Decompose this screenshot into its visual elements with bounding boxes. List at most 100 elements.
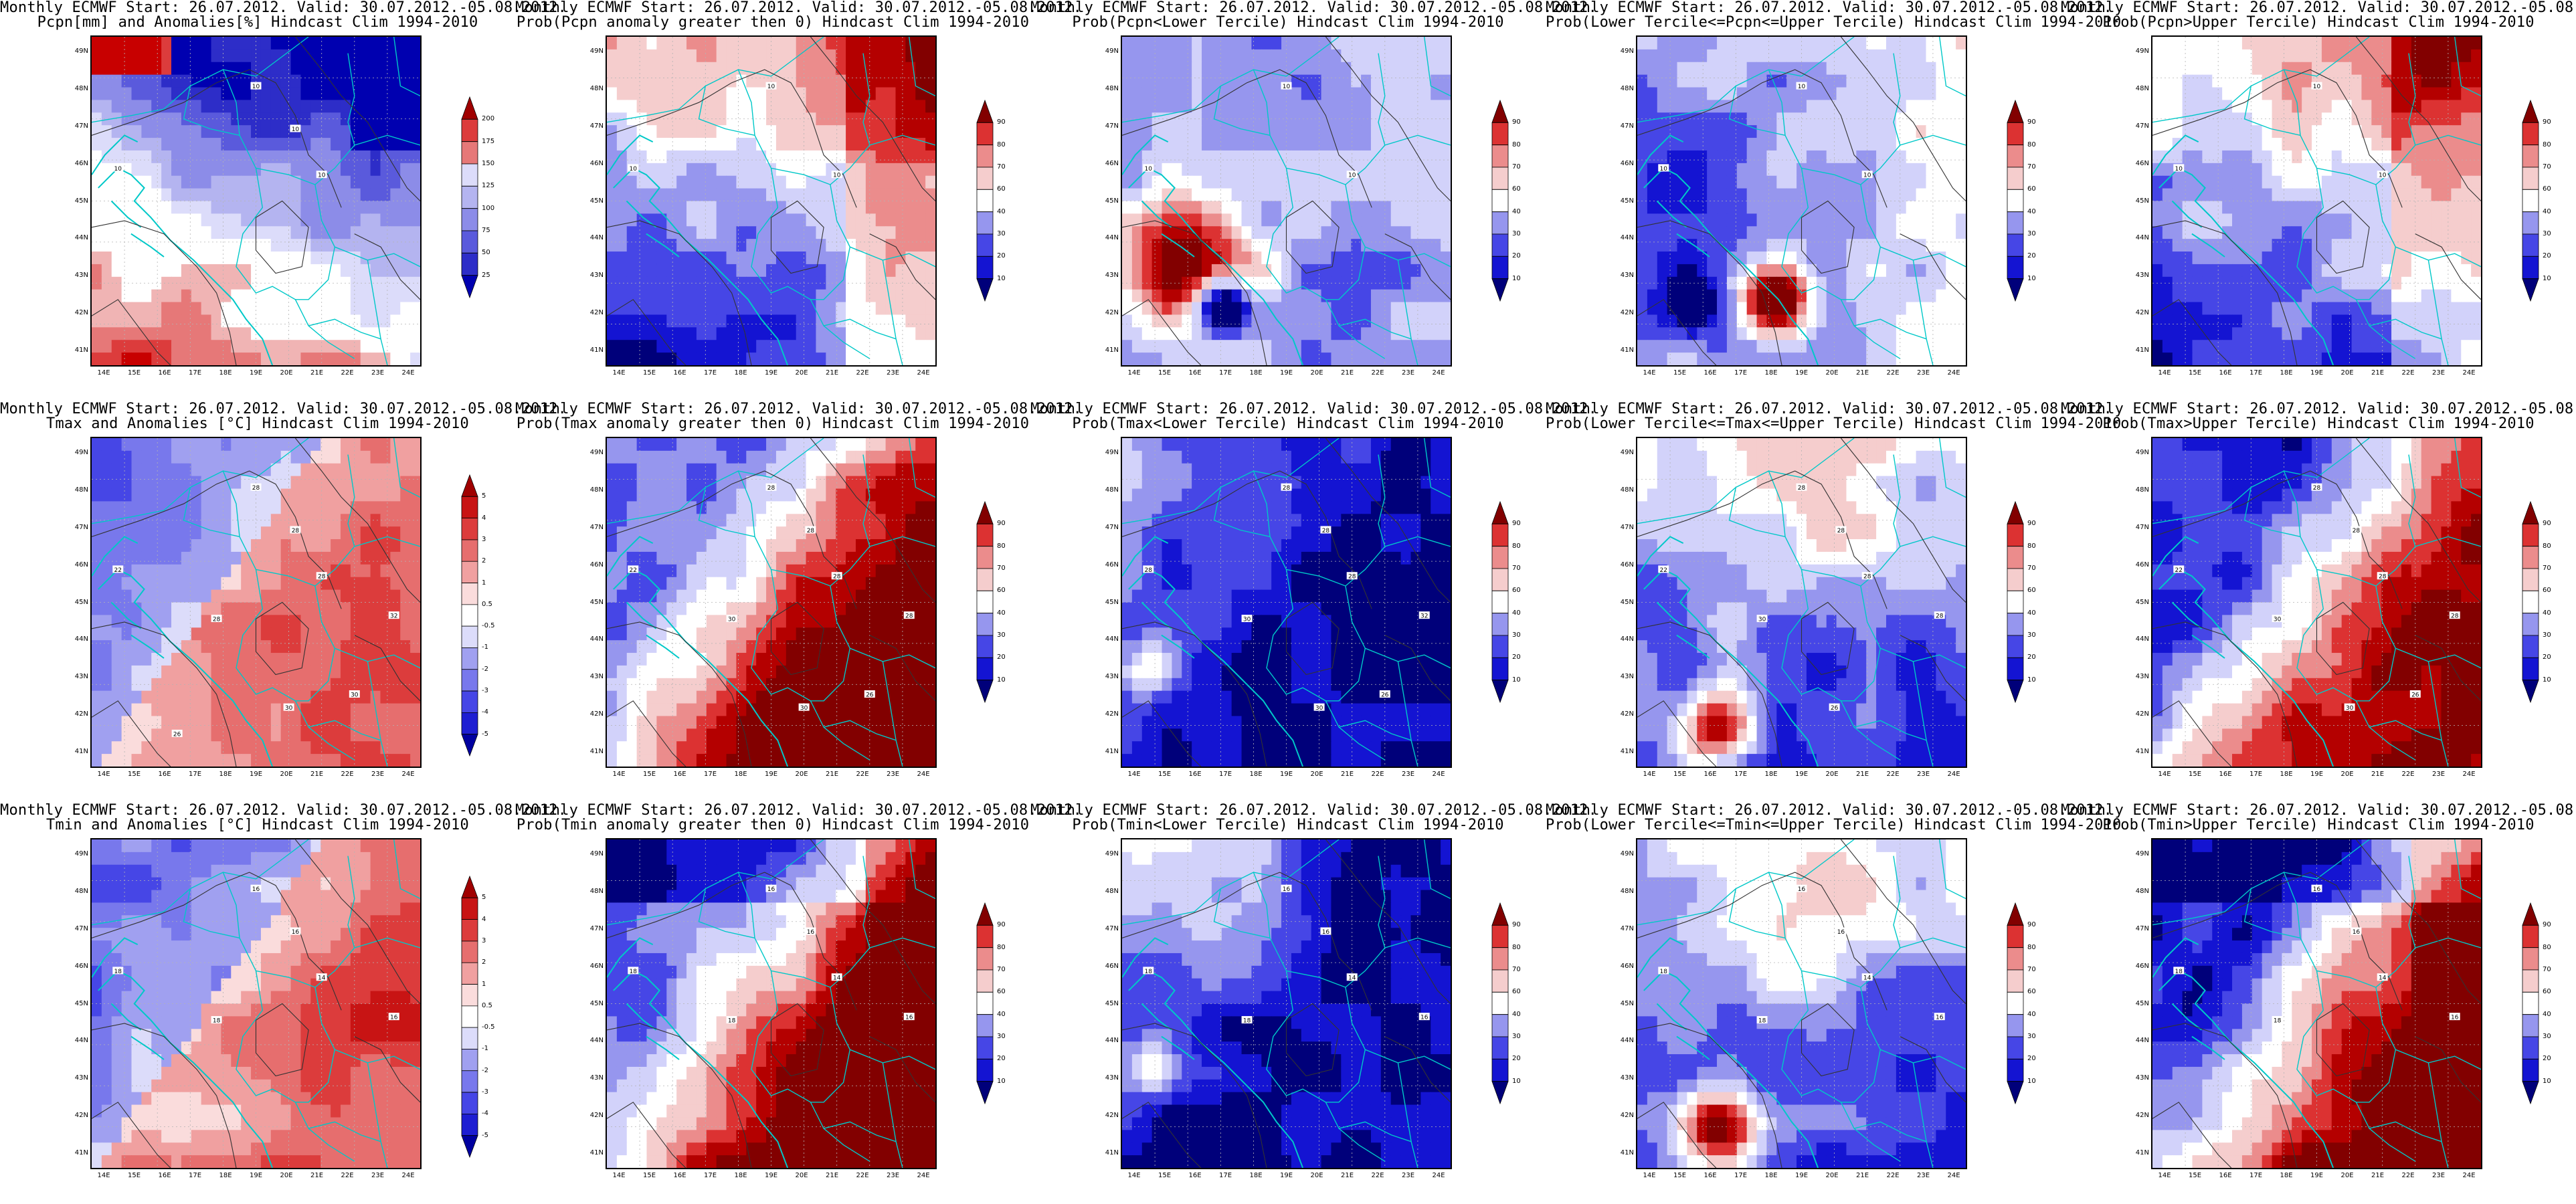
colorbar-swatch — [2522, 233, 2539, 257]
forecast-map: 28 28 28 28 32 30 30 26 — [1121, 437, 1452, 768]
panel-title: Monthly ECMWF Start: 26.07.2012. Valid: … — [0, 0, 567, 16]
contour-label: 28 — [1322, 528, 1330, 534]
longitude-label: 21E — [310, 369, 324, 377]
longitude-label: 16E — [673, 771, 686, 778]
latitude-label: 41N — [74, 346, 88, 354]
colorbar-swatch — [2522, 211, 2539, 235]
colorbar-label: 60 — [2027, 988, 2036, 996]
graticule — [1637, 839, 1966, 1168]
contour-label-box — [171, 729, 183, 737]
contour-label-box — [1241, 615, 1253, 623]
colorbar-label: 20 — [2027, 252, 2036, 260]
longitude-label: 18E — [1249, 1172, 1263, 1179]
longitude-label: 18E — [734, 369, 747, 377]
colorbar-swatch — [1491, 1036, 1509, 1060]
longitude-label: 17E — [1218, 1172, 1232, 1179]
panel-subtitle: Prob(Tmax<Lower Tercile) Hindcast Clim 1… — [1072, 415, 1504, 432]
contour-label: 18 — [728, 1018, 736, 1025]
longitude-label: 21E — [2371, 369, 2385, 377]
longitude-label: 21E — [1340, 369, 1354, 377]
colorbar-swatch — [2007, 233, 2024, 257]
colorbar-swatch — [2007, 99, 2024, 123]
map-panel-pcpn-prob_lower: Monthly ECMWF Start: 26.07.2012. Valid: … — [1030, 0, 1597, 401]
colorbar-label: 10 — [2543, 1077, 2551, 1085]
latitude-label: 43N — [2135, 673, 2149, 681]
contour-label: 28 — [1348, 574, 1356, 581]
contour-label: 18 — [1758, 1018, 1766, 1025]
forecast-map: 10 10 10 — [1121, 35, 1452, 367]
latitude-label: 44N — [589, 635, 604, 643]
colorbar-label: 30 — [2543, 230, 2551, 237]
contour-label-box — [2173, 164, 2185, 172]
longitude-label: 21E — [2371, 771, 2385, 778]
contour-label-box — [2173, 565, 2185, 573]
colorbar-swatch — [2522, 969, 2539, 993]
map-panel-pcpn-prob_gt0: Monthly ECMWF Start: 26.07.2012. Valid: … — [515, 0, 1082, 401]
latitude-label: 48N — [1620, 486, 1634, 494]
colorbar-swatch — [1491, 657, 1509, 681]
longitude-label: 24E — [917, 369, 930, 377]
colorbar-label: 30 — [997, 1033, 1006, 1040]
colorbar-label: 20 — [997, 252, 1006, 260]
contour-label-box — [1346, 171, 1358, 179]
longitude-label: 23E — [2431, 1172, 2446, 1179]
colorbar-swatch — [2522, 568, 2539, 591]
colorbar-label: 90 — [997, 921, 1006, 929]
country-borders — [92, 37, 420, 365]
longitude-label: 22E — [341, 771, 354, 778]
climatology-contours — [2152, 37, 2481, 365]
latitude-label: 45N — [2135, 999, 2149, 1007]
latitude-label: 45N — [1620, 197, 1634, 205]
colorbar-label: 20 — [1512, 654, 1521, 662]
latitude-label: 47N — [2135, 924, 2149, 932]
contour-label-box — [283, 703, 294, 711]
colorbar-label: 90 — [2543, 118, 2551, 126]
latitude-label: 41N — [74, 1149, 88, 1157]
latitude-label: 48N — [2135, 887, 2149, 895]
latitude-label: 46N — [1105, 159, 1119, 167]
latitude-label: 43N — [589, 272, 604, 280]
colorbar-label: 70 — [997, 565, 1006, 572]
longitude-label: 17E — [2249, 369, 2263, 377]
contour-label: 10 — [767, 84, 775, 90]
longitude-label: 18E — [219, 1172, 232, 1179]
longitude-label: 20E — [795, 1172, 808, 1179]
longitude-label: 18E — [1249, 771, 1263, 778]
colorbar-label: 60 — [997, 185, 1006, 193]
panel-subtitle: Prob(Tmin>Upper Tercile) Hindcast Clim 1… — [2102, 817, 2535, 833]
longitude-label: 23E — [1401, 1172, 1415, 1179]
longitude-label: 17E — [188, 1172, 202, 1179]
colorbar-label: 30 — [2027, 631, 2036, 639]
colorbar-label: 20 — [1512, 252, 1521, 260]
map-panel-tmax-anomaly: Monthly ECMWF Start: 26.07.2012. Valid: … — [0, 401, 567, 803]
colorbar-label: 30 — [1512, 631, 1521, 639]
latitude-label: 48N — [2135, 486, 2149, 494]
contour-label: 16 — [2353, 929, 2361, 936]
longitude-label: 18E — [2280, 369, 2293, 377]
colorbar-swatch — [461, 163, 478, 187]
colorbar-label: 75 — [482, 227, 490, 234]
contour-label-box — [1835, 927, 1847, 935]
longitude-label: 14E — [2158, 1172, 2171, 1179]
longitude-label: 18E — [2280, 771, 2293, 778]
colorbar-label: -0.5 — [482, 1023, 495, 1031]
latitude-label: 45N — [74, 598, 88, 606]
latitude-label: 45N — [2135, 197, 2149, 205]
shaded-field — [1122, 37, 1451, 365]
longitude-label: 15E — [2188, 1172, 2202, 1179]
longitude-label: 22E — [1371, 369, 1384, 377]
field-plot: 16 18 14 16 16 18 — [1637, 839, 1966, 1168]
country-borders — [2152, 839, 2481, 1168]
field-plot: 28 22 28 28 32 28 30 30 26 — [92, 438, 420, 767]
colorbar-label: 125 — [482, 182, 495, 190]
latitude-label: 43N — [589, 673, 604, 681]
contour-label: 16 — [905, 1015, 913, 1021]
colorbar-swatch — [976, 233, 994, 257]
colorbar — [1491, 500, 1509, 704]
longitude-label: 20E — [1825, 369, 1839, 377]
longitude-label: 24E — [401, 1172, 415, 1179]
contour-label: 26 — [2411, 692, 2419, 698]
contour-label: 10 — [1660, 166, 1668, 173]
latitude-label: 46N — [74, 159, 88, 167]
latitude-label: 44N — [2135, 234, 2149, 242]
